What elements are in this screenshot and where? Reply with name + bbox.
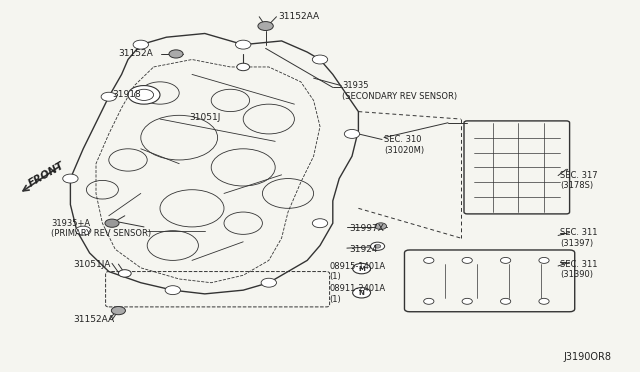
Text: SEC. 311
(31397): SEC. 311 (31397) — [560, 228, 598, 248]
Circle shape — [539, 257, 549, 263]
Circle shape — [105, 219, 119, 227]
Circle shape — [237, 63, 250, 71]
Text: M: M — [358, 266, 365, 272]
Circle shape — [236, 40, 251, 49]
Circle shape — [374, 244, 381, 248]
Text: SEC. 310
(31020M): SEC. 310 (31020M) — [384, 135, 424, 155]
Circle shape — [258, 22, 273, 31]
Circle shape — [111, 307, 125, 315]
Text: 08915-1401A
(1): 08915-1401A (1) — [330, 262, 386, 281]
Circle shape — [500, 257, 511, 263]
Circle shape — [128, 86, 160, 104]
Text: 31997X: 31997X — [349, 224, 383, 233]
Text: J3190OR8: J3190OR8 — [563, 352, 611, 362]
Circle shape — [118, 270, 131, 277]
Circle shape — [424, 298, 434, 304]
Circle shape — [76, 226, 91, 235]
Text: 31935
(SECONDARY REV SENSOR): 31935 (SECONDARY REV SENSOR) — [342, 81, 458, 101]
Circle shape — [353, 288, 371, 298]
Circle shape — [133, 40, 148, 49]
Circle shape — [101, 92, 116, 101]
Circle shape — [312, 219, 328, 228]
Text: 31051JA: 31051JA — [74, 260, 111, 269]
Circle shape — [539, 298, 549, 304]
Text: 31924: 31924 — [349, 245, 378, 254]
Circle shape — [261, 278, 276, 287]
Text: 31152AA: 31152AA — [278, 12, 319, 21]
Circle shape — [353, 263, 371, 274]
Circle shape — [375, 223, 387, 230]
Circle shape — [165, 286, 180, 295]
Circle shape — [344, 129, 360, 138]
Text: 31152A: 31152A — [118, 49, 153, 58]
Circle shape — [371, 242, 385, 250]
Circle shape — [424, 257, 434, 263]
Text: FRONT: FRONT — [26, 161, 66, 189]
Text: SEC. 311
(31390): SEC. 311 (31390) — [560, 260, 598, 279]
Circle shape — [462, 298, 472, 304]
Text: N: N — [358, 290, 365, 296]
Circle shape — [169, 50, 183, 58]
Text: 31152AA: 31152AA — [74, 315, 115, 324]
Text: 31918: 31918 — [112, 90, 141, 99]
Circle shape — [462, 257, 472, 263]
Text: 08911-2401A
(1): 08911-2401A (1) — [330, 284, 386, 304]
Circle shape — [63, 174, 78, 183]
Circle shape — [312, 55, 328, 64]
Circle shape — [500, 298, 511, 304]
Text: 31935+A
(PRIMARY REV SENSOR): 31935+A (PRIMARY REV SENSOR) — [51, 219, 151, 238]
Text: SEC. 317
(3178S): SEC. 317 (3178S) — [560, 171, 598, 190]
Text: 31051J: 31051J — [189, 113, 220, 122]
